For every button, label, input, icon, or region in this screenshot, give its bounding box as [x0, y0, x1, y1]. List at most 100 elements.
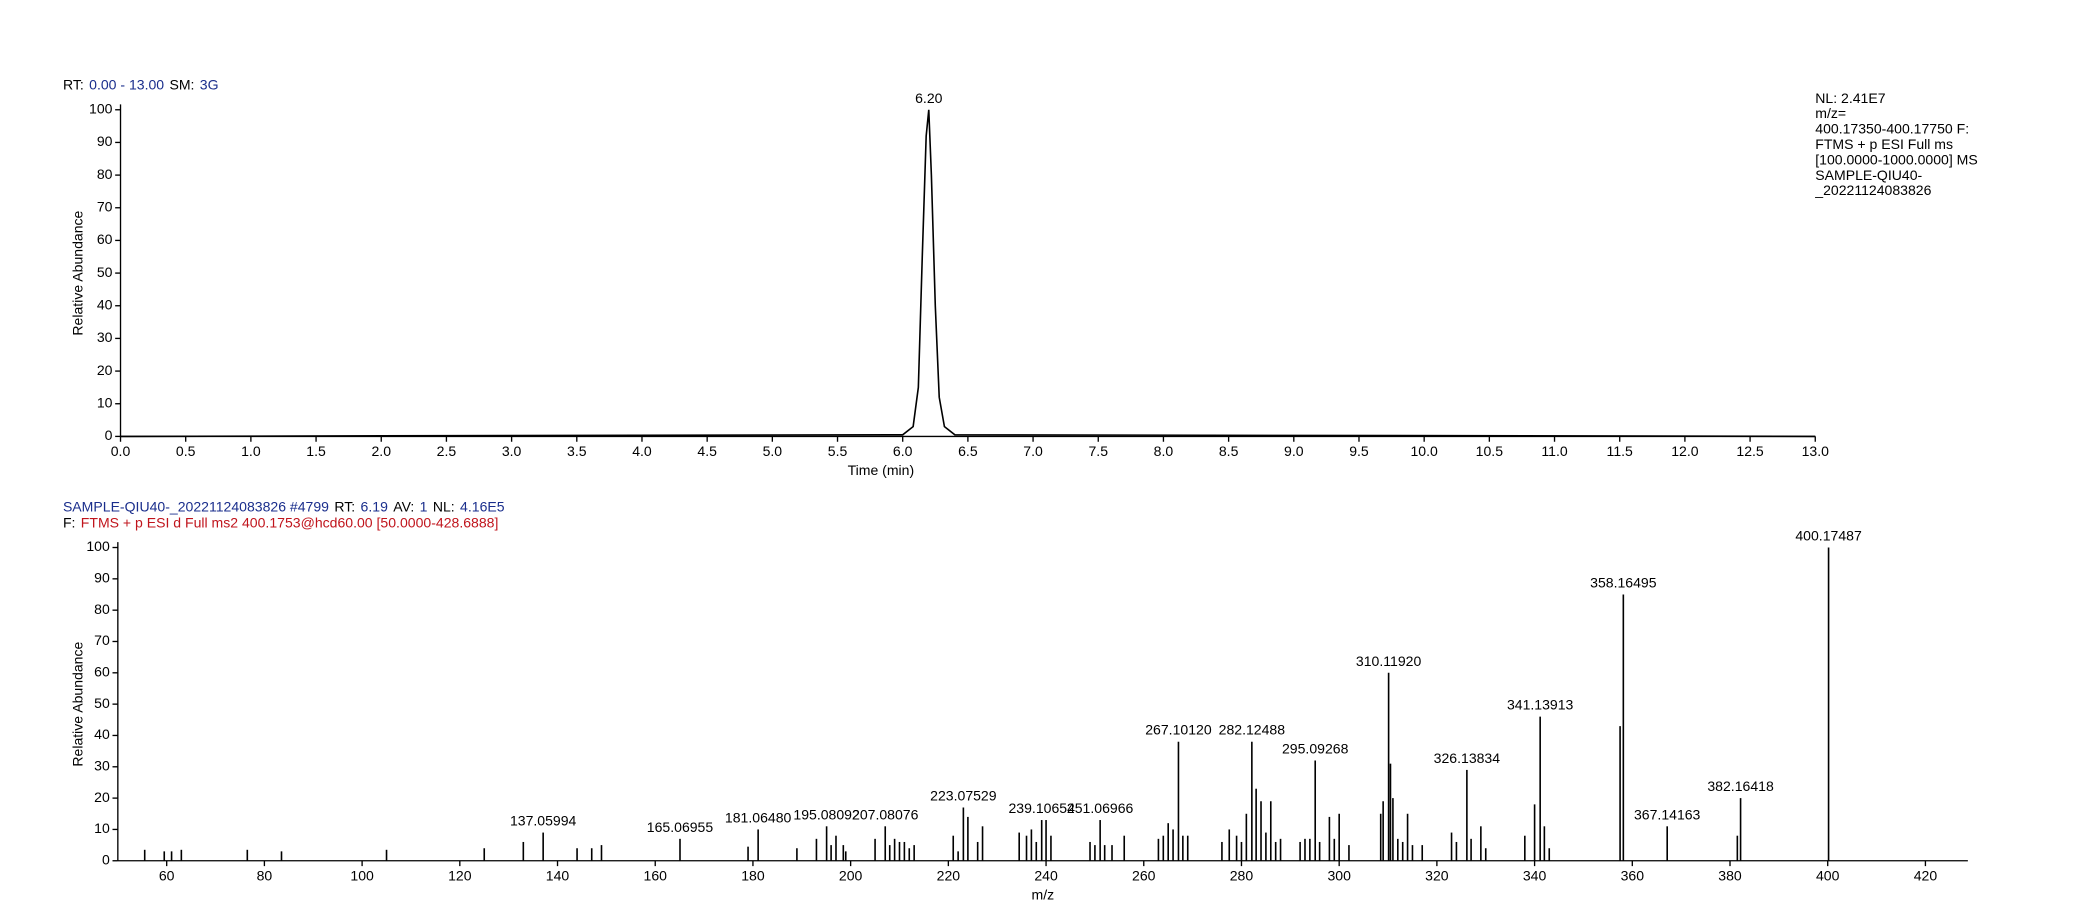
peak-label: 310.11920 — [1356, 653, 1422, 669]
x-tick-label: 6.0 — [893, 443, 913, 459]
x-tick-label: 280 — [1230, 868, 1254, 884]
peak-label: 223.07529 — [930, 788, 997, 804]
y-tick-label: 20 — [97, 362, 113, 378]
header-segment: RT: — [334, 498, 355, 514]
x-tick-label: 120 — [448, 868, 472, 884]
y-axis-title: Relative Abundance — [70, 641, 86, 766]
x-tick-label: 4.5 — [697, 443, 717, 459]
x-tick-label: 10.5 — [1476, 443, 1504, 459]
x-tick-label: 4.0 — [632, 443, 652, 459]
x-tick-label: 220 — [937, 868, 961, 884]
y-tick-label: 40 — [94, 726, 110, 742]
x-tick-label: 320 — [1425, 868, 1449, 884]
y-tick-label: 30 — [97, 329, 113, 345]
y-tick-label: 50 — [97, 264, 113, 280]
line — [120, 109, 1816, 438]
peak-label: 181.06480 — [725, 809, 792, 825]
x-tick-label: 80 — [257, 868, 273, 884]
x-tick-label: 6.5 — [958, 443, 978, 459]
peak-label: 282.12488 — [1219, 722, 1286, 738]
y-tick-label: 0 — [102, 851, 110, 867]
header-line: SAMPLE-QIU40-_20221124083826 #4799 RT: 6.1… — [63, 498, 505, 514]
x-tick-label: 1.5 — [306, 443, 326, 459]
y-tick-label: 0 — [105, 427, 113, 443]
header-segment: 4.16E5 — [460, 498, 505, 514]
info-line: m/z= — [1815, 105, 1846, 121]
peak-label: 341.13913 — [1507, 697, 1574, 713]
x-tick-label: 160 — [644, 868, 668, 884]
x-tick-label: 2.5 — [437, 443, 457, 459]
x-tick-label: 60 — [159, 868, 175, 884]
y-tick-label: 70 — [94, 632, 110, 648]
header-segment: FTMS + p ESI d Full ms2 400.1753@hcd60.0… — [81, 514, 499, 530]
header-segment: 1 — [420, 498, 428, 514]
peak-label: 295.09268 — [1282, 741, 1349, 757]
header-segment: RT: — [63, 76, 84, 92]
header-line: F: FTMS + p ESI d Full ms2 400.1753@hcd60… — [63, 514, 498, 530]
x-tick-label: 5.5 — [828, 443, 848, 459]
peak-label: 367.14163 — [1634, 806, 1701, 822]
info-line: NL: 2.41E7 — [1815, 90, 1885, 106]
x-tick-label: 12.0 — [1671, 443, 1699, 459]
x-tick-label: 0.5 — [176, 443, 196, 459]
x-tick-label: 11.0 — [1541, 443, 1567, 459]
y-tick-label: 80 — [94, 601, 110, 617]
y-tick-label: 100 — [89, 100, 113, 116]
y-tick-label: 60 — [97, 231, 113, 247]
peak-label: 137.05994 — [510, 813, 577, 829]
x-tick-label: 140 — [546, 868, 570, 884]
header-segment: AV: — [393, 498, 414, 514]
y-tick-label: 70 — [97, 198, 113, 214]
peak-label: 358.16495 — [1590, 575, 1657, 591]
x-tick-label: 420 — [1914, 868, 1938, 884]
header-segment: SAMPLE-QIU40-_20221124083826 #4799 — [63, 498, 329, 514]
x-tick-label: 300 — [1327, 868, 1351, 884]
header-segment: F: — [63, 514, 75, 530]
x-tick-label: 7.5 — [1088, 443, 1108, 459]
y-tick-label: 60 — [94, 664, 110, 680]
x-tick-label: 3.0 — [502, 443, 522, 459]
x-tick-label: 7.0 — [1023, 443, 1043, 459]
x-axis-title: Time (min) — [848, 462, 915, 478]
header-segment: 3G — [200, 76, 219, 92]
y-tick-label: 100 — [86, 538, 110, 554]
x-tick-label: 11.5 — [1607, 443, 1633, 459]
peak-label: 400.17487 — [1795, 528, 1862, 544]
x-tick-label: 5.0 — [763, 443, 783, 459]
x-tick-label: 380 — [1718, 868, 1742, 884]
y-tick-label: 20 — [94, 789, 110, 805]
x-tick-label: 12.5 — [1736, 443, 1764, 459]
peak-label: 195.08092 — [793, 806, 860, 822]
header-segment: NL: — [433, 498, 455, 514]
x-tick-label: 13.0 — [1802, 443, 1830, 459]
y-tick-label: 10 — [94, 820, 110, 836]
x-tick-label: 400 — [1816, 868, 1840, 884]
x-tick-label: 240 — [1034, 868, 1058, 884]
header-segment: SM: — [169, 76, 194, 92]
info-line: 400.17350-400.17750 F: — [1815, 121, 1969, 137]
x-tick-label: 260 — [1132, 868, 1156, 884]
y-tick-label: 40 — [97, 296, 113, 312]
x-tick-label: 10.0 — [1410, 443, 1438, 459]
x-tick-label: 0.0 — [111, 443, 131, 459]
x-tick-label: 100 — [350, 868, 374, 884]
x-axis-title: m/z — [1032, 886, 1055, 902]
x-tick-label: 340 — [1523, 868, 1547, 884]
peak-label: 251.06966 — [1067, 800, 1134, 816]
x-tick-label: 360 — [1621, 868, 1645, 884]
x-tick-label: 3.5 — [567, 443, 587, 459]
x-tick-label: 8.5 — [1219, 443, 1239, 459]
y-tick-label: 80 — [97, 166, 113, 182]
x-tick-label: 200 — [839, 868, 863, 884]
peak-label: 6.20 — [915, 90, 943, 106]
y-tick-label: 10 — [97, 394, 113, 410]
info-line: [100.0000-1000.0000] MS — [1815, 151, 1977, 167]
y-tick-label: 90 — [94, 570, 110, 586]
info-line: FTMS + p ESI Full ms — [1815, 136, 1953, 152]
header-segment: 0.00 - 13.00 — [89, 76, 164, 92]
peak-label: 267.10120 — [1145, 722, 1212, 738]
y-tick-label: 50 — [94, 695, 110, 711]
x-tick-label: 180 — [741, 868, 765, 884]
